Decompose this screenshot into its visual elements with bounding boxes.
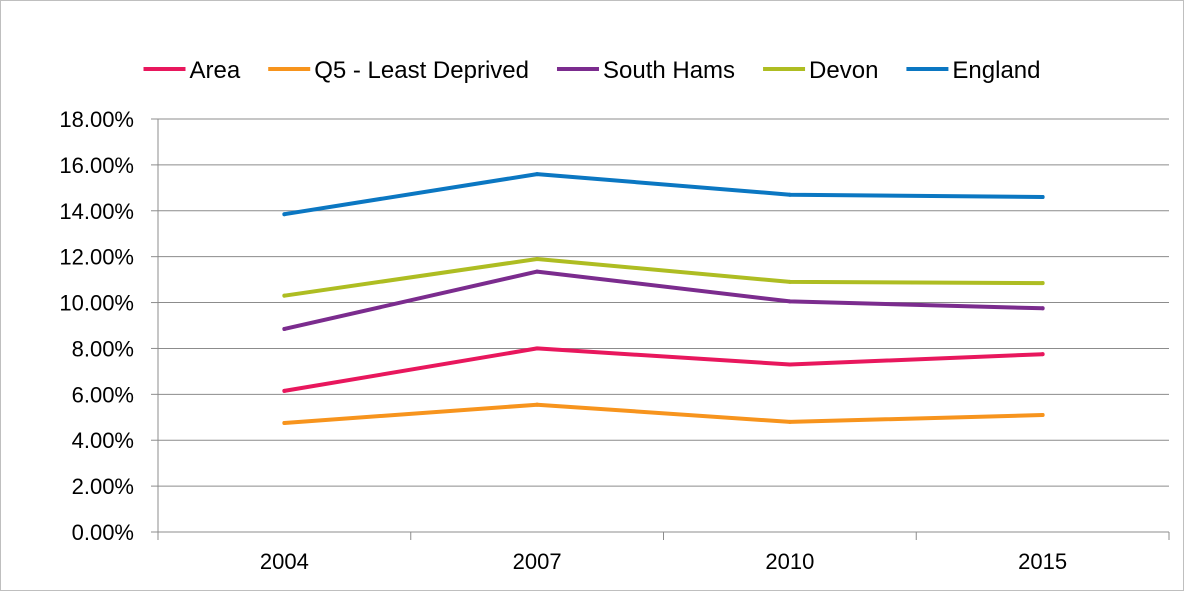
legend-label: South Hams	[603, 57, 735, 84]
legend: Area Q5 - Least Deprived South Hams Devon En…	[143, 57, 1041, 84]
data-point	[282, 421, 287, 426]
y-tick-label: 8.00%	[72, 336, 134, 361]
data-point	[535, 256, 540, 261]
y-tick-label: 12.00%	[59, 245, 134, 270]
y-tick-label: 18.00%	[59, 107, 134, 132]
data-point	[787, 419, 792, 424]
legend-label: Area	[190, 57, 241, 84]
data-point	[282, 293, 287, 298]
data-point	[535, 346, 540, 351]
y-tick-label: 4.00%	[72, 428, 134, 453]
legend-label: England	[952, 57, 1040, 84]
series-line-area	[282, 346, 1045, 393]
y-tick-label: 6.00%	[72, 382, 134, 407]
series-line-england	[282, 172, 1045, 217]
data-point	[282, 212, 287, 217]
data-point	[535, 269, 540, 274]
series-lines	[282, 172, 1045, 426]
data-point	[535, 402, 540, 407]
x-tick-label: 2007	[513, 549, 562, 574]
data-point	[1040, 352, 1045, 357]
data-point	[787, 279, 792, 284]
y-tick-label: 0.00%	[72, 520, 134, 545]
data-point	[535, 172, 540, 177]
data-point	[787, 362, 792, 367]
x-tick-label: 2015	[1018, 549, 1067, 574]
data-point	[787, 299, 792, 304]
data-point	[1040, 306, 1045, 311]
data-point	[1040, 281, 1045, 286]
y-tick-label: 2.00%	[72, 474, 134, 499]
gridlines	[158, 118, 1169, 487]
series-line-south-hams	[282, 269, 1045, 331]
data-point	[282, 388, 287, 393]
series-line-q5-least-deprived	[282, 402, 1045, 425]
legend-label: Devon	[809, 57, 878, 84]
legend-label: Q5 - Least Deprived	[314, 57, 529, 84]
x-tick-label: 2010	[765, 549, 814, 574]
data-point	[1040, 412, 1045, 417]
data-point	[1040, 195, 1045, 200]
y-tick-label: 14.00%	[59, 199, 134, 224]
x-tick-label: 2004	[260, 549, 309, 574]
series-line-devon	[282, 257, 1045, 298]
data-point	[787, 192, 792, 197]
axes: 0.00% 2.00% 4.00% 6.00% 8.00% 10.00% 12.00% 14.…	[59, 107, 1170, 574]
y-tick-label: 10.00%	[59, 291, 134, 316]
data-point	[282, 326, 287, 331]
y-tick-label: 16.00%	[59, 153, 134, 178]
